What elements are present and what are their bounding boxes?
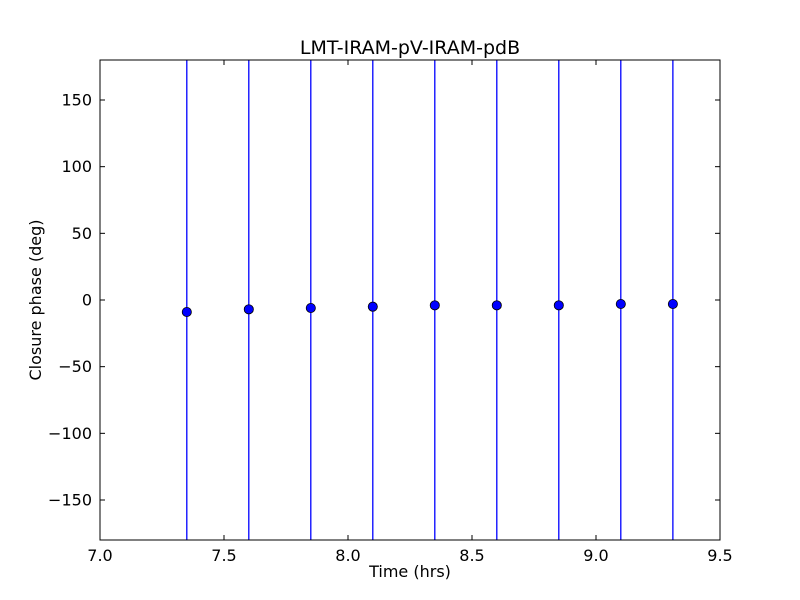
data-point: [667, 298, 678, 309]
y-tick-label: −50: [58, 357, 92, 376]
data-point: [615, 298, 626, 309]
x-tick-label: 7.5: [211, 546, 236, 565]
x-tick-label: 9.0: [583, 546, 608, 565]
chart-title: LMT-IRAM-pV-IRAM-pdB: [300, 37, 520, 59]
y-tick-label: 0: [82, 291, 92, 310]
data-point: [367, 301, 378, 312]
x-axis-label: Time (hrs): [368, 562, 451, 581]
data-point: [491, 300, 502, 311]
data-point: [305, 302, 316, 313]
y-tick-label: 150: [61, 91, 92, 110]
axis-layer: 7.0 7.5 8.0 8.5 9.0 9.5 −150 −100 −50 0 50 100 150: [48, 59, 733, 565]
data-point: [181, 306, 192, 317]
y-tick-label: 100: [61, 157, 92, 176]
x-tick-label: 8.5: [459, 546, 484, 565]
y-tick-label: −100: [48, 424, 92, 443]
plot-layer: [181, 60, 678, 540]
data-point: [553, 300, 564, 311]
x-tick-label: 8.0: [335, 546, 360, 565]
x-tick-label: 9.5: [707, 546, 732, 565]
data-point: [243, 304, 254, 315]
y-axis-label: Closure phase (deg): [26, 219, 45, 380]
data-series-group: [181, 60, 678, 540]
y-tick-label: 50: [72, 224, 92, 243]
x-tick-label: 7.0: [87, 546, 112, 565]
y-tick-label: −150: [48, 491, 92, 510]
data-point: [429, 300, 440, 311]
